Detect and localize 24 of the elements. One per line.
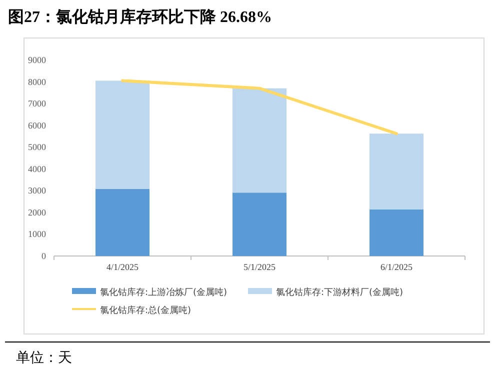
- bar: [370, 134, 424, 210]
- y-tick-label: 3000: [28, 186, 46, 196]
- chart-title: 图27：氯化钴月库存环比下降 26.68%: [8, 8, 272, 26]
- text: 单位：天: [16, 350, 72, 366]
- x-tick-label: 6/1/2025: [380, 262, 413, 272]
- bar: [232, 192, 286, 256]
- legend-label: 氯化钴库存:下游材料厂(金属吨): [276, 287, 404, 298]
- legend-label: 氯化钴库存:总(金属吨): [100, 305, 192, 316]
- y-tick-label: 1000: [28, 229, 46, 240]
- x-tick-label: 4/1/2025: [106, 262, 139, 272]
- x-tick-label: 5/1/2025: [243, 262, 276, 272]
- y-tick-label: 6000: [28, 120, 46, 130]
- bar: [96, 188, 150, 256]
- bar: [232, 88, 286, 193]
- y-tick-label: 2000: [28, 207, 46, 218]
- bar: [370, 209, 424, 256]
- y-tick-label: 8000: [28, 76, 46, 87]
- y-tick-label: 5000: [28, 142, 46, 152]
- y-tick-label: 7000: [28, 98, 46, 109]
- y-tick-label: 0: [42, 251, 46, 261]
- legend-label: 氯化钴库存:上游冶炼厂(金属吨): [100, 287, 228, 298]
- bar: [96, 80, 150, 189]
- y-tick-label: 4000: [28, 164, 46, 174]
- y-tick-label: 9000: [28, 55, 46, 65]
